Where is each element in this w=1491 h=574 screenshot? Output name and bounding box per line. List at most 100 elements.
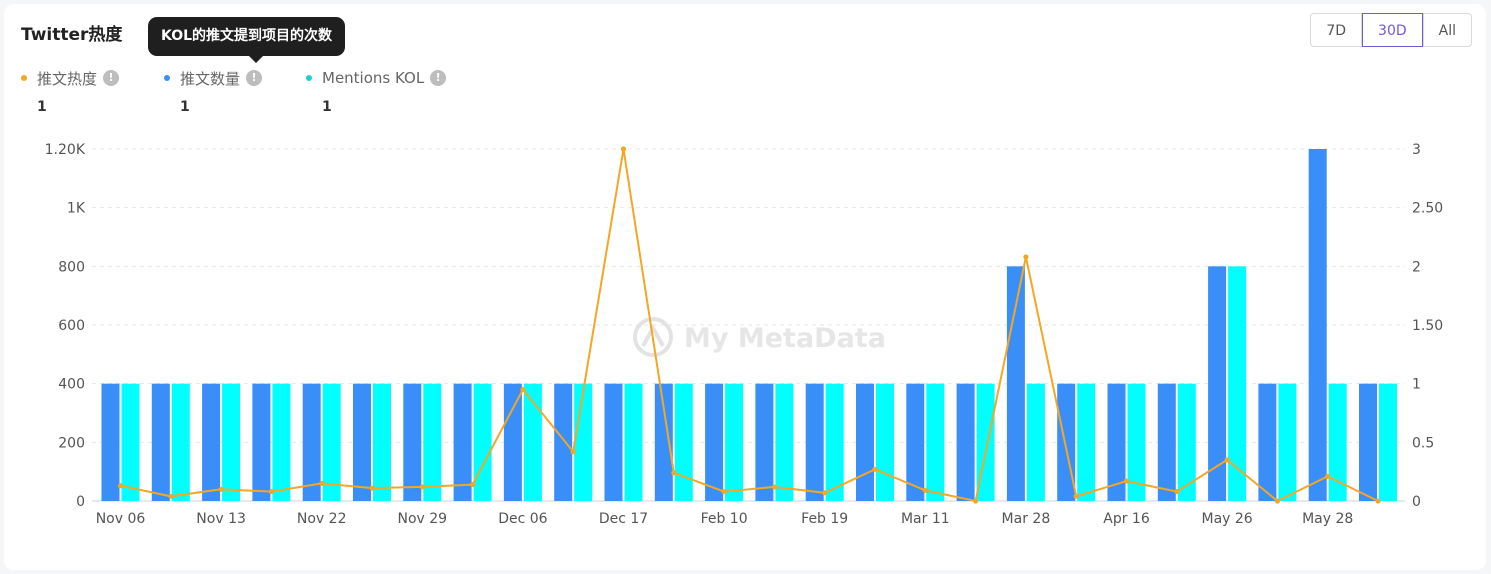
right-axis-tick-label: 1.50 [1412,318,1443,334]
legend-label-tweet-count: 推文数量 [180,69,241,88]
bar-mentions-kol [775,383,794,501]
line-point-tweet-heat [872,466,878,472]
legend-label-heat: 推文热度 [37,69,98,88]
left-axis-tick-label: 1.20K [45,142,86,158]
bar-tweet-count [705,383,724,501]
bar-mentions-kol [322,383,341,501]
legend-item-mentions-kol[interactable]: Mentions KOL ! 1 [306,67,447,115]
bar-mentions-kol [1026,383,1045,501]
x-axis-tick-label: Dec 17 [599,511,648,527]
legend-dot-tweet-count [164,75,170,81]
bar-mentions-kol [624,383,643,501]
bar-tweet-count [1157,383,1176,501]
chart-title: Twitter热度 [21,25,123,45]
bar-mentions-kol [574,383,593,501]
bar-tweet-count [654,383,673,501]
right-axis-tick-label: 2 [1412,259,1421,275]
bar-mentions-kol [272,383,291,501]
line-point-tweet-heat [620,146,627,152]
right-axis-tick-label: 0 [1412,494,1421,510]
left-axis-tick-label: 0 [76,494,85,510]
tooltip-arrow [249,56,263,63]
bar-tweet-count [101,383,120,501]
tooltip: KOL的推文提到项目的次数 [148,17,346,56]
x-axis-tick-label: Feb 10 [701,511,748,527]
legend-dot-heat [21,75,27,81]
bar-tweet-count [805,383,824,501]
line-point-tweet-heat [168,493,174,499]
info-icon[interactable]: ! [246,70,263,86]
bar-tweet-count [202,383,221,501]
range-button-7d[interactable]: 7D [1310,13,1363,47]
line-point-tweet-heat [922,487,928,494]
right-axis-tick-label: 2.50 [1412,201,1443,217]
bar-mentions-kol [171,383,190,501]
bar-tweet-count [302,383,321,501]
line-point-tweet-heat [1375,498,1381,504]
x-axis-tick-label: May 26 [1201,511,1252,527]
line-point-tweet-heat [671,470,677,476]
line-point-tweet-heat [1274,498,1280,504]
info-icon[interactable]: ! [103,70,120,86]
bar-mentions-kol [876,383,894,501]
x-axis-tick-label: Nov 06 [96,511,146,527]
bar-tweet-count [856,383,874,501]
legend-value-heat: 1 [37,99,47,115]
bar-tweet-count [956,383,975,501]
legend-value-mentions-kol: 1 [322,99,332,115]
bar-tweet-count [1208,266,1227,501]
bar-tweet-count [252,383,271,501]
bar-mentions-kol [1228,266,1247,501]
range-button-all[interactable]: All [1422,13,1472,47]
range-selector: 7D 30D All [1310,13,1472,47]
bar-tweet-count [151,383,170,501]
bar-tweet-count [1359,383,1377,501]
bar-mentions-kol [725,383,744,501]
line-point-tweet-heat [1073,493,1079,499]
line-point-tweet-heat [520,386,526,393]
bar-tweet-count [1107,383,1126,501]
x-axis-tick-label: Nov 22 [297,511,347,527]
line-point-tweet-heat [973,498,979,504]
range-button-30d[interactable]: 30D [1362,13,1423,47]
bar-mentions-kol [423,383,442,501]
line-point-tweet-heat [822,490,828,496]
left-axis-tick-label: 1K [67,201,86,217]
bar-mentions-kol [1177,383,1196,501]
bar-tweet-count [906,383,925,501]
left-axis-tick-label: 400 [58,377,85,393]
bar-mentions-kol [825,383,844,501]
bar-tweet-count [1258,383,1277,501]
line-point-tweet-heat [771,484,778,490]
info-icon[interactable]: ! [430,70,447,86]
legend-item-heat[interactable]: 推文热度 ! 1 [21,67,120,115]
bar-mentions-kol [1328,383,1347,501]
watermark-logo-mark [641,323,665,347]
x-axis-tick-label: Feb 19 [801,511,848,527]
bar-mentions-kol [1278,383,1297,501]
line-point-tweet-heat [268,489,274,495]
left-axis-tick-label: 600 [58,318,85,334]
left-axis-tick-label: 200 [58,435,85,451]
legend-item-tweet-count[interactable]: 推文数量 ! 1 [164,67,263,115]
x-axis-tick-label: Apr 16 [1103,511,1150,527]
right-axis-tick-label: 0.5 [1412,435,1434,451]
bar-mentions-kol [1379,383,1397,501]
right-axis-tick-label: 3 [1412,142,1421,158]
x-axis-tick-label: May 28 [1302,511,1353,527]
line-point-tweet-heat [721,489,727,495]
line-point-tweet-heat [319,480,325,486]
line-point-tweet-heat [570,449,576,455]
line-point-tweet-heat [1224,457,1230,463]
bar-tweet-count [353,383,371,501]
right-axis-tick-label: 1 [1412,377,1421,393]
left-axis-tick-label: 800 [58,259,85,275]
line-point-tweet-heat [117,483,124,489]
bar-tweet-count [604,383,623,501]
bar-tweet-count [503,383,522,501]
x-axis-tick-label: Nov 13 [196,511,246,527]
bar-mentions-kol [674,383,693,501]
line-point-tweet-heat [1174,489,1180,495]
bar-tweet-count [755,383,774,501]
